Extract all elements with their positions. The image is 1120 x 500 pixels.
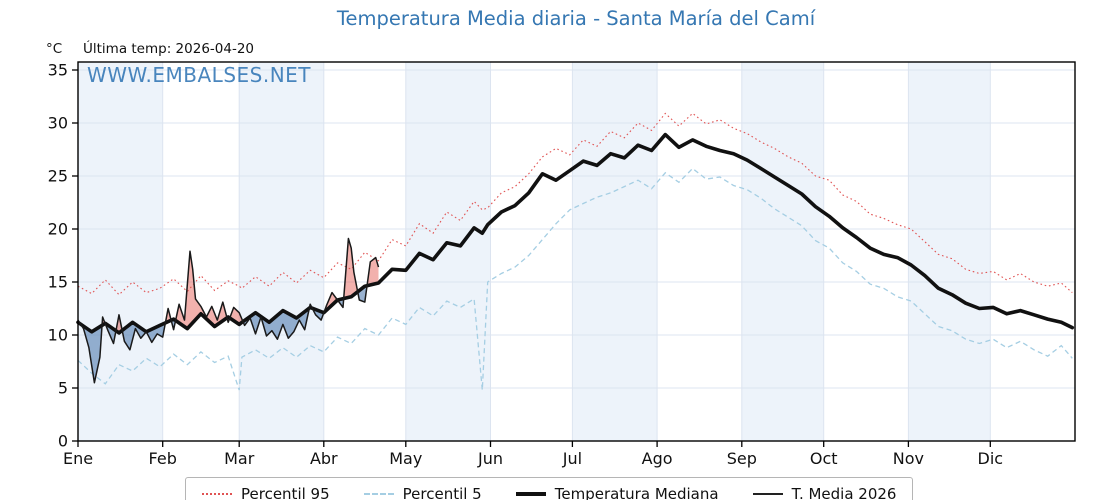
y-tick-label: 10	[48, 326, 68, 345]
series-temperatura-mediana	[76, 132, 1075, 335]
legend-item-percentil-95: Percentil 95	[202, 483, 330, 500]
y-tick-label: 15	[48, 273, 68, 292]
last-temp-label: Última temp: 2026-04-20	[83, 41, 255, 57]
fill-above-mediana	[78, 238, 379, 333]
x-tick-label: May	[389, 449, 422, 468]
month-band	[741, 62, 824, 441]
percentil-5-line-swatch	[363, 493, 394, 495]
month-band	[405, 62, 491, 441]
x-tick-label: Ene	[63, 449, 93, 468]
month-band	[239, 62, 324, 441]
legend-item-percentil-5: Percentil 5	[363, 483, 482, 500]
x-tick-label: Abr	[310, 449, 338, 468]
y-tick-label: 25	[48, 167, 68, 186]
y-tick-label: 5	[58, 379, 68, 398]
y-tick-label: 0	[58, 432, 68, 451]
x-tick-label: Feb	[149, 449, 177, 468]
x-tick-label: Nov	[893, 449, 924, 468]
watermark-text: WWW.EMBALSES.NET	[87, 63, 312, 87]
x-tick-label: Sep	[727, 449, 757, 468]
mediana-line-swatch	[515, 492, 546, 496]
chart-legend: Percentil 95 Percentil 5 Temperatura Med…	[185, 477, 914, 500]
x-tick-label: Ago	[642, 449, 673, 468]
series-percentil-5	[77, 167, 1073, 391]
month-band	[908, 62, 991, 441]
x-tick-label: Mar	[224, 449, 255, 468]
y-tick-label: 35	[48, 61, 68, 80]
series-t-media-2026	[77, 237, 380, 384]
x-tick-label: Dic	[978, 449, 1004, 468]
legend-label: Percentil 5	[402, 485, 482, 500]
y-tick-label: 20	[48, 220, 68, 239]
legend-item-mediana: Temperatura Mediana	[515, 483, 719, 500]
legend-label: Temperatura Mediana	[554, 485, 719, 500]
x-tick-label: Jun	[477, 449, 503, 468]
legend-label: Percentil 95	[241, 485, 330, 500]
percentil-95-line-swatch	[202, 493, 232, 495]
media-2026-line-swatch	[752, 493, 783, 495]
series-percentil-95	[77, 112, 1073, 296]
page-title: Temperatura Media diaria - Santa María d…	[336, 7, 816, 30]
month-band	[572, 62, 658, 441]
x-tick-label: Jul	[562, 449, 582, 468]
x-tick-label: Oct	[810, 449, 838, 468]
legend-label: T. Media 2026	[791, 485, 897, 500]
plot-frame	[77, 61, 1076, 442]
y-tick-label: 30	[48, 114, 68, 133]
y-axis-unit-label: °C	[46, 41, 63, 57]
month-band	[78, 62, 163, 441]
legend-item-media-2026: T. Media 2026	[752, 483, 897, 500]
